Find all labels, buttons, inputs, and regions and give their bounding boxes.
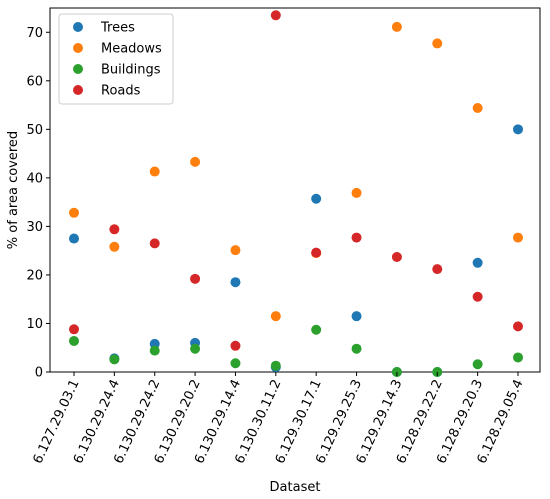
point-meadows <box>190 156 201 167</box>
point-meadows <box>109 241 120 252</box>
x-axis-title: Dataset <box>270 480 321 495</box>
point-trees <box>351 311 362 322</box>
data-points <box>69 10 523 377</box>
point-buildings <box>69 335 79 346</box>
legend-marker <box>73 64 83 74</box>
y-tick-label: 40 <box>26 171 43 186</box>
point-roads <box>351 232 362 243</box>
point-trees <box>311 193 322 204</box>
point-buildings <box>270 360 281 371</box>
legend-label: Meadows <box>101 42 162 57</box>
point-meadows <box>69 207 79 218</box>
legend-label: Buildings <box>101 63 161 78</box>
point-trees <box>513 124 523 135</box>
point-meadows <box>391 21 402 32</box>
point-trees <box>472 257 483 268</box>
y-tick-label: 50 <box>26 123 43 138</box>
point-roads <box>472 291 483 302</box>
point-meadows <box>472 102 483 113</box>
point-buildings <box>472 359 483 370</box>
point-meadows <box>270 311 281 322</box>
y-tick-label: 0 <box>35 366 43 381</box>
legend-marker <box>73 22 83 32</box>
point-buildings <box>513 352 523 363</box>
point-roads <box>432 264 443 275</box>
point-trees <box>230 277 241 288</box>
point-roads <box>190 273 201 284</box>
y-axis-title: % of area covered <box>6 131 21 249</box>
point-trees <box>69 233 79 244</box>
y-tick-label: 10 <box>26 317 43 332</box>
point-buildings <box>149 345 160 356</box>
point-roads <box>109 224 120 235</box>
legend-label: Trees <box>100 21 135 36</box>
legend-marker <box>73 43 83 53</box>
point-roads <box>311 247 322 258</box>
point-meadows <box>432 38 443 49</box>
point-buildings <box>311 324 322 335</box>
legend-label: Roads <box>101 84 141 99</box>
y-tick-label: 60 <box>26 74 43 89</box>
point-meadows <box>149 166 160 177</box>
legend-box <box>58 13 174 105</box>
point-roads <box>513 321 523 332</box>
point-buildings <box>109 354 120 365</box>
y-tick-label: 30 <box>26 220 43 235</box>
point-roads <box>149 238 160 249</box>
point-roads <box>69 324 79 335</box>
y-tick-label: 70 <box>26 26 43 41</box>
point-meadows <box>513 232 523 243</box>
point-roads <box>270 10 281 21</box>
y-tick-label: 20 <box>26 268 43 283</box>
point-buildings <box>230 358 241 369</box>
legend-marker <box>73 85 83 95</box>
point-buildings <box>190 343 201 354</box>
point-meadows <box>351 187 362 198</box>
legend: Trees Meadows Buildings Roads <box>58 13 174 105</box>
point-meadows <box>230 245 241 256</box>
point-buildings <box>351 343 362 354</box>
point-roads <box>230 340 241 351</box>
y-axis: 0 10 20 30 40 50 60 70 <box>26 26 50 381</box>
point-roads <box>391 251 402 262</box>
